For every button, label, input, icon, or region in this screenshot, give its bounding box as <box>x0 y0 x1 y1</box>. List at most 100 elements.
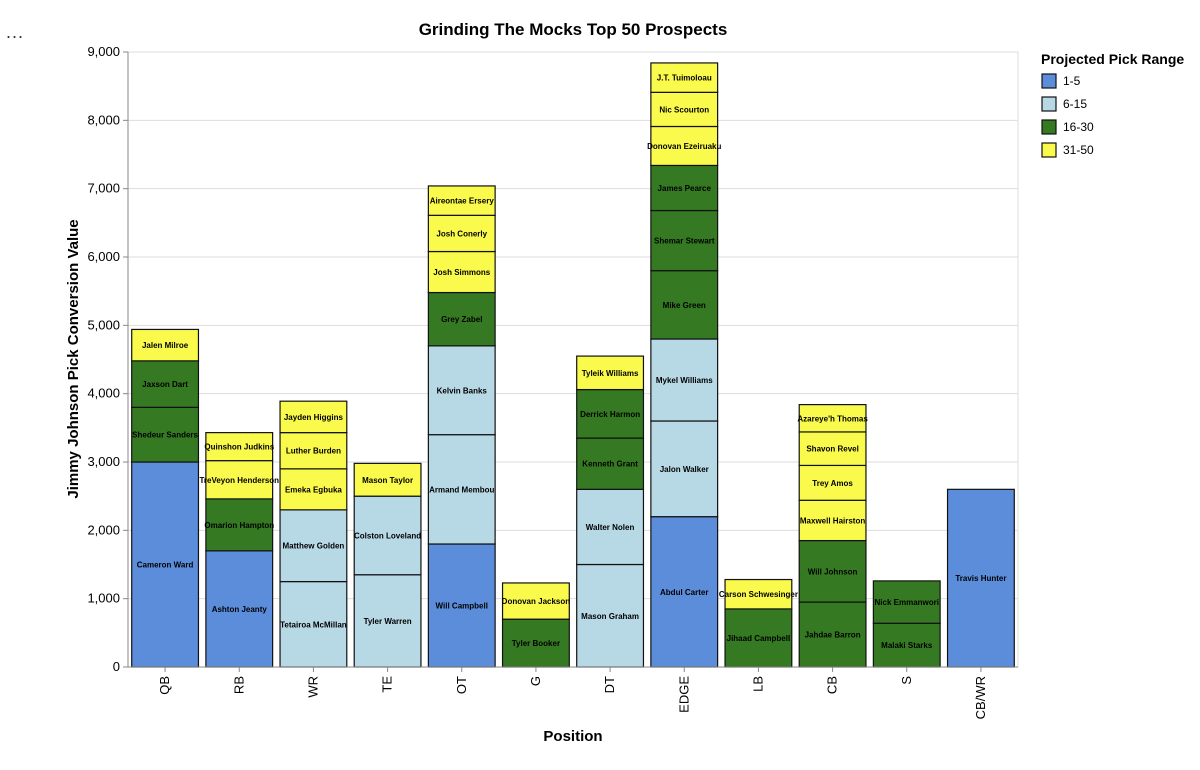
bar-segment-label: Jahdae Barron <box>805 631 861 640</box>
bar-segment[interactable] <box>131 328 200 362</box>
bar-segment-label: Jalen Milroe <box>142 341 189 350</box>
bar-segment[interactable] <box>724 578 793 610</box>
bar-segment[interactable] <box>427 434 496 545</box>
bar-segment[interactable] <box>650 338 719 422</box>
bar-segment[interactable] <box>501 582 570 620</box>
bar-segment[interactable] <box>427 185 496 216</box>
bar-segment-label: Tyleik Williams <box>582 369 639 378</box>
bar-segment[interactable] <box>353 574 422 668</box>
bar-segment[interactable] <box>650 516 719 668</box>
bar-segment[interactable] <box>427 250 496 294</box>
bar-segment[interactable] <box>279 400 348 434</box>
bar-segment[interactable] <box>650 164 719 212</box>
bar-segment[interactable] <box>427 291 496 347</box>
bar-stack: Ashton Jeanty Omarion Hampton TreVeyon Hen… <box>199 432 279 668</box>
bar-stack: Will Campbell Armand Membou Kelvin Banks Gr… <box>427 185 496 668</box>
bar-segment[interactable] <box>279 509 348 583</box>
chart-actions-menu-button[interactable]: ... <box>6 22 25 42</box>
y-tick-label: 3,000 <box>87 454 120 469</box>
bar-segment[interactable] <box>279 432 348 470</box>
bar-segment[interactable] <box>279 580 348 668</box>
bar-segment[interactable] <box>798 499 867 542</box>
bar-segment[interactable] <box>798 404 867 433</box>
bar-segment-label: Emeka Egbuka <box>285 485 342 494</box>
bar-segment-label: Nick Emmanwori <box>875 598 939 607</box>
legend-title: Projected Pick Range <box>1041 51 1184 67</box>
bar-segment[interactable] <box>946 488 1015 668</box>
bar-segment[interactable] <box>872 622 941 668</box>
bar-segment-label: Abdul Carter <box>660 588 708 597</box>
legend: Projected Pick Range 1-5 6-15 16-30 31-50 <box>1041 51 1184 158</box>
bar-segment-label: Quinshon Judkins <box>204 443 274 452</box>
bar-segment-label: Grey Zabel <box>441 315 482 324</box>
bar-segment[interactable] <box>576 388 645 439</box>
bar-stack: Tyler Warren Colston Loveland Mason Taylor <box>353 462 422 668</box>
bar-segment-label: Armand Membou <box>429 485 494 494</box>
bar-segment[interactable] <box>576 488 645 566</box>
x-tick-label: WR <box>305 676 320 698</box>
bar-segment-label: Luther Burden <box>286 447 341 456</box>
bar-stack: Travis Hunter <box>946 488 1015 668</box>
bar-segment[interactable] <box>427 345 496 436</box>
bar-segment-label: J.T. Tuimoloau <box>657 74 712 83</box>
x-tick-label: G <box>528 676 543 686</box>
bar-segment-label: Malaki Starks <box>881 641 933 650</box>
bar-segment[interactable] <box>798 464 867 501</box>
bar-segment[interactable] <box>798 601 867 668</box>
bar-segment-label: Cameron Ward <box>137 561 194 570</box>
bar-segment[interactable] <box>650 62 719 93</box>
bar-segment-label: Shemar Stewart <box>654 237 715 246</box>
bar-stack: Malaki Starks Nick Emmanwori <box>872 580 941 668</box>
bar-segment[interactable] <box>427 543 496 668</box>
bar-segment[interactable] <box>650 125 719 167</box>
bar-segment[interactable] <box>205 498 274 552</box>
x-tick-label: CB/WR <box>973 676 988 719</box>
bar-segment[interactable] <box>353 495 422 576</box>
legend-swatch <box>1041 142 1057 158</box>
bar-segment[interactable] <box>205 460 274 500</box>
bar-segment-label: Carson Schwesinger <box>719 590 798 599</box>
bar-stack: Jihaad Campbell Carson Schwesinger <box>719 578 798 668</box>
bar-segment[interactable] <box>131 360 200 408</box>
bar-segment[interactable] <box>872 580 941 624</box>
bar-segment-label: Travis Hunter <box>955 574 1006 583</box>
bar-segment[interactable] <box>798 539 867 603</box>
bar-segment[interactable] <box>279 468 348 511</box>
bar-segment-label: Jalon Walker <box>660 465 709 474</box>
chart-title: Grinding The Mocks Top 50 Prospects <box>419 20 728 39</box>
y-tick-label: 1,000 <box>87 591 120 606</box>
legend-label: 6-15 <box>1063 97 1087 111</box>
bar-segment[interactable] <box>427 214 496 253</box>
bar-segment[interactable] <box>798 431 867 467</box>
y-tick-label: 8,000 <box>87 112 120 127</box>
bar-segment[interactable] <box>131 406 200 463</box>
bar-stack: Tetairoa McMillan Matthew Golden Emeka Egb… <box>279 400 348 668</box>
bar-segment-label: Josh Simmons <box>433 268 490 277</box>
bar-segment-label: Will Johnson <box>808 567 858 576</box>
legend-label: 31-50 <box>1063 143 1094 157</box>
bar-segment-label: Mike Green <box>663 301 706 310</box>
bar-segment[interactable] <box>650 209 719 272</box>
bar-segment[interactable] <box>576 355 645 391</box>
bar-segment-label: TreVeyon Henderson <box>199 476 279 485</box>
legend-swatch <box>1041 73 1057 89</box>
bar-segment[interactable] <box>205 432 274 462</box>
bar-stack: Jahdae Barron Will Johnson Maxwell Hairsto… <box>797 404 868 668</box>
bar-segment-label: Jayden Higgins <box>284 413 344 422</box>
x-tick-label: DT <box>602 676 617 693</box>
bar-segment[interactable] <box>205 550 274 668</box>
bar-segment-label: James Pearce <box>658 184 712 193</box>
x-axis-title: Position <box>543 728 602 745</box>
bar-segment-label: Azareye'h Thomas <box>797 414 868 423</box>
bar-segment-label: Tetairoa McMillan <box>280 620 347 629</box>
bar-segment[interactable] <box>131 461 200 668</box>
y-tick-label: 2,000 <box>87 522 120 537</box>
x-tick-label: QB <box>157 676 172 695</box>
bar-segment-label: Shedeur Sanders <box>132 431 198 440</box>
bar-segment-label: Aireontae Ersery <box>430 197 495 206</box>
bar-segment[interactable] <box>576 437 645 490</box>
bar-segment[interactable] <box>353 462 422 497</box>
y-axis: 0 1,000 2,000 3,000 4,000 5,000 6,000 7,000 8,00… <box>87 44 129 674</box>
x-tick-label: LB <box>750 676 765 692</box>
bar-segment-label: Donovan Ezeiruaku <box>647 142 721 151</box>
